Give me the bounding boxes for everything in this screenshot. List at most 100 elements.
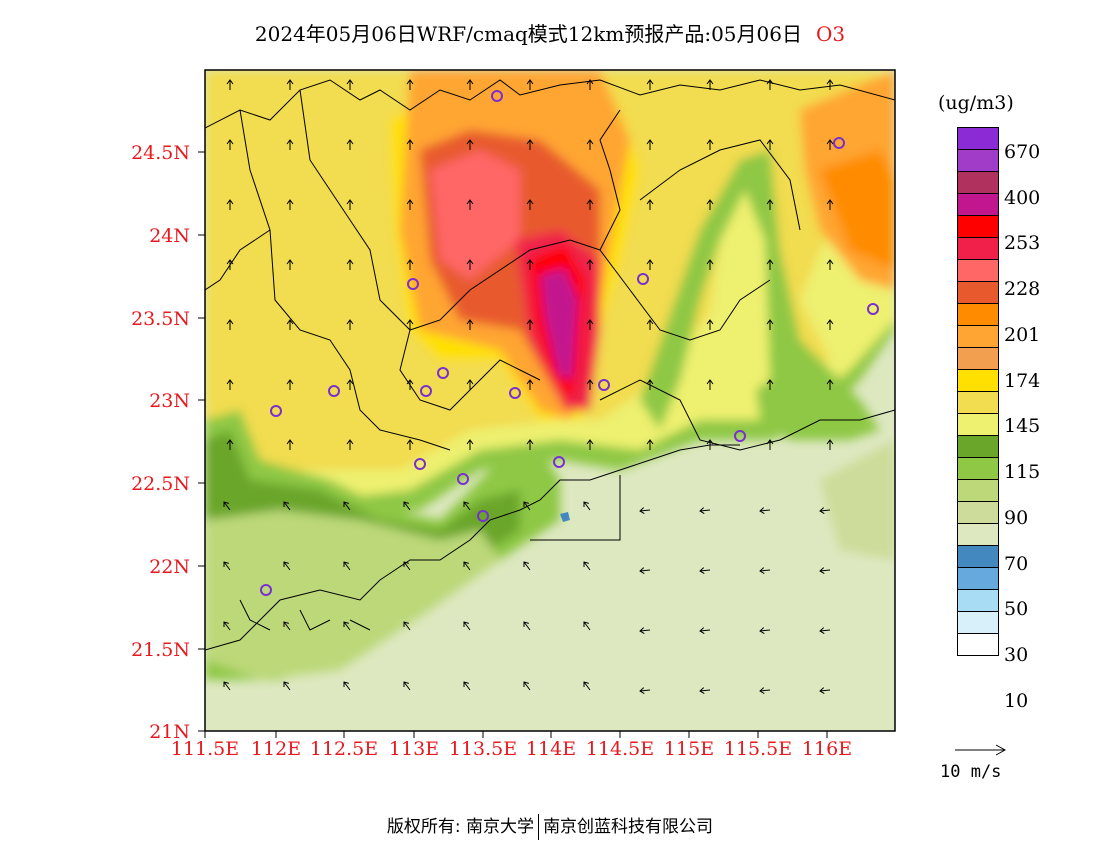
wind-arrow — [223, 561, 231, 571]
station-marker — [491, 90, 503, 102]
lat-label: 22N — [149, 556, 190, 578]
wind-arrow — [699, 687, 711, 695]
wind-arrow — [706, 259, 714, 270]
wind-arrow — [283, 681, 291, 691]
lon-label: 114.5E — [585, 738, 655, 760]
colorbar-swatch — [958, 304, 998, 326]
wind-arrow — [706, 199, 714, 210]
lon-label: 115E — [663, 738, 715, 760]
wind-arrow — [286, 199, 294, 210]
wind-reference-label: 10 m/s — [940, 762, 1002, 782]
wind-arrow — [286, 139, 294, 150]
wind-arrow — [586, 199, 594, 210]
wind-arrow — [523, 501, 531, 511]
lon-label: 114E — [525, 738, 577, 760]
wind-arrow — [766, 259, 774, 270]
wind-arrow — [403, 681, 411, 691]
wind-arrow — [343, 621, 351, 631]
wind-arrow — [286, 439, 294, 450]
station-marker — [270, 405, 282, 417]
colorbar-swatch — [958, 546, 998, 568]
wind-arrow — [346, 199, 354, 210]
colorbar-label: 10 — [1004, 690, 1029, 712]
wind-arrow — [646, 199, 654, 210]
colorbar-label: 228 — [1004, 278, 1041, 300]
wind-arrow — [346, 259, 354, 270]
station-marker — [553, 456, 565, 468]
colorbar-label: 670 — [1004, 141, 1041, 163]
station-marker — [414, 458, 426, 470]
wind-reference-arrow — [955, 744, 1007, 756]
wind-arrow — [586, 259, 594, 270]
station-marker — [867, 303, 879, 315]
lat-label: 23.5N — [131, 308, 190, 330]
colorbar-swatch — [958, 634, 998, 655]
colorbar-swatch — [958, 568, 998, 590]
colorbar-swatch — [958, 612, 998, 634]
wind-arrow — [463, 561, 471, 571]
wind-arrow — [639, 627, 651, 635]
wind-arrow — [463, 681, 471, 691]
lon-label: 116E — [801, 738, 853, 760]
colorbar-swatch — [958, 326, 998, 348]
wind-arrow — [766, 139, 774, 150]
wind-arrow — [406, 379, 414, 390]
lon-label: 115.5E — [723, 738, 793, 760]
colorbar-swatch — [958, 194, 998, 216]
wind-arrow — [699, 567, 711, 575]
wind-arrow — [466, 79, 474, 90]
station-marker — [407, 278, 419, 290]
wind-arrow — [226, 259, 234, 270]
wind-arrow — [766, 79, 774, 90]
lat-label: 24N — [149, 225, 190, 247]
station-marker — [420, 385, 432, 397]
station-marker — [734, 430, 746, 442]
station-marker — [637, 273, 649, 285]
wind-arrow — [406, 79, 414, 90]
lat-label: 22.5N — [131, 473, 190, 495]
wind-arrow — [403, 561, 411, 571]
wind-arrow — [226, 379, 234, 390]
wind-arrow — [526, 259, 534, 270]
wind-arrow — [646, 259, 654, 270]
wind-arrow — [466, 199, 474, 210]
colorbar-swatch — [958, 392, 998, 414]
wind-arrow — [346, 319, 354, 330]
wind-arrow — [583, 561, 591, 571]
wind-arrow — [759, 687, 771, 695]
wind-arrow — [583, 681, 591, 691]
colorbar-label: 400 — [1004, 187, 1041, 209]
wind-arrow — [343, 681, 351, 691]
wind-arrow — [526, 439, 534, 450]
wind-arrow — [526, 199, 534, 210]
concentration-field — [205, 70, 895, 731]
wind-arrow — [819, 507, 831, 515]
wind-arrow — [406, 259, 414, 270]
wind-arrow — [343, 501, 351, 511]
wind-arrow — [346, 139, 354, 150]
colorbar-swatch — [958, 436, 998, 458]
footer-right: 南京创蓝科技有限公司 — [543, 817, 714, 837]
wind-arrow — [819, 567, 831, 575]
wind-arrow — [706, 79, 714, 90]
lon-label: 113.5E — [448, 738, 518, 760]
colorbar-swatch — [958, 172, 998, 194]
colorbar-swatch — [958, 150, 998, 172]
colorbar-swatch — [958, 370, 998, 392]
wind-arrow — [759, 627, 771, 635]
wind-arrow — [826, 139, 834, 150]
wind-arrow — [759, 567, 771, 575]
footer-separator — [538, 814, 540, 840]
wind-arrow — [766, 319, 774, 330]
wind-arrow — [766, 199, 774, 210]
wind-arrow — [583, 501, 591, 511]
wind-arrow — [286, 79, 294, 90]
wind-arrow — [226, 319, 234, 330]
lat-label: 24.5N — [131, 142, 190, 164]
wind-arrow — [466, 319, 474, 330]
colorbar-swatch — [958, 480, 998, 502]
wind-arrow — [583, 621, 591, 631]
wind-arrow — [466, 139, 474, 150]
station-marker — [457, 473, 469, 485]
wind-arrow — [706, 439, 714, 450]
